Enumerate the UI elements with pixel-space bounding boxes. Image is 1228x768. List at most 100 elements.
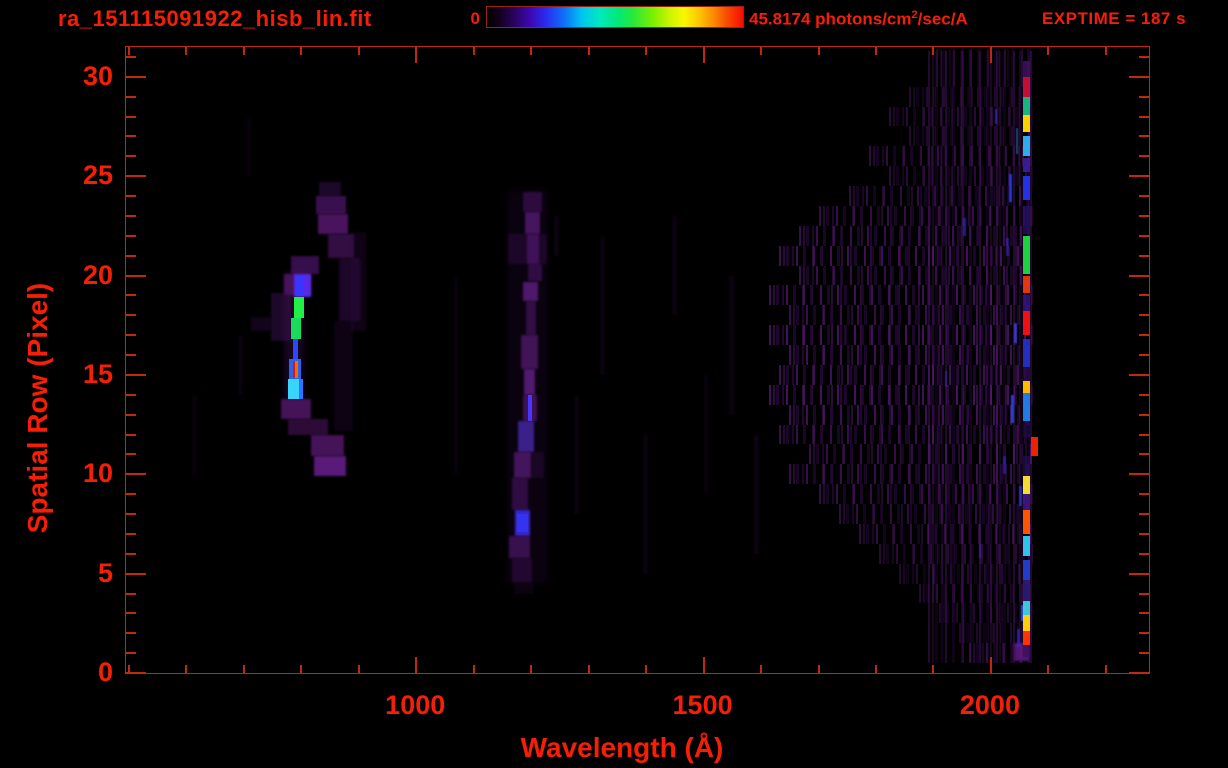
y-axis-tick — [1129, 572, 1149, 575]
colorbar-max-prefix: 45.8174 photons/cm — [749, 9, 912, 29]
y-axis-tick — [126, 314, 136, 317]
noise-strip — [909, 86, 1034, 107]
lya-stripe-block — [517, 420, 535, 453]
plot-area — [125, 46, 1150, 674]
blue-strand — [1011, 394, 1015, 423]
exptime-label: EXPTIME = 187 s — [1042, 9, 1187, 28]
x-axis-tick — [530, 47, 533, 55]
blue-strand — [944, 370, 947, 387]
x-axis-tick — [1104, 665, 1107, 673]
y-axis-tick — [1139, 453, 1149, 456]
noise-strip — [898, 563, 1034, 584]
x-axis-tick — [645, 47, 648, 55]
y-axis-tick — [126, 234, 136, 237]
purple-blob — [290, 255, 320, 274]
x-tick-label: 1500 — [672, 690, 733, 720]
noise-strip — [769, 285, 1034, 306]
purple-blob — [313, 456, 347, 477]
y-axis-tick — [126, 433, 136, 436]
y-axis-tick — [126, 672, 146, 674]
edge-column-segment — [1023, 380, 1031, 393]
faint-wisp — [453, 275, 459, 475]
blue-strand — [1005, 237, 1009, 256]
y-axis-tick — [1129, 373, 1149, 376]
noise-strip — [919, 583, 1034, 604]
y-axis-tick — [1139, 155, 1149, 158]
y-axis-tick — [126, 513, 136, 516]
x-axis-tick — [357, 47, 360, 55]
y-axis-tick — [1129, 175, 1149, 178]
y-tick-label: 20 — [82, 259, 113, 290]
noise-strip — [778, 245, 1034, 266]
y-axis-tick — [126, 214, 136, 217]
y-tick-label: 15 — [82, 358, 113, 389]
y-axis-tick — [1139, 652, 1149, 655]
faint-wisp — [238, 335, 243, 395]
lya-stripe-block — [525, 211, 541, 234]
noise-strip — [939, 603, 1034, 624]
x-axis-tick — [300, 665, 303, 673]
noise-strip — [909, 126, 1034, 147]
edge-column-segment — [1023, 366, 1031, 381]
edge-column-segment — [1023, 392, 1031, 421]
lya-stripe-block — [511, 557, 533, 582]
noise-strip — [769, 325, 1034, 346]
x-axis-tick — [760, 665, 763, 673]
blue-strand — [1020, 605, 1024, 622]
y-axis-tick — [1139, 532, 1149, 535]
y-axis-tick — [1139, 55, 1149, 58]
y-axis-tick — [1139, 393, 1149, 396]
emission-line-segment — [296, 275, 305, 297]
edge-column-segment — [1023, 420, 1031, 437]
edge-column-segment — [1023, 559, 1031, 580]
y-axis-tick — [1129, 75, 1149, 78]
faint-wisp — [554, 215, 559, 256]
edge-column-segment — [1023, 205, 1031, 234]
emission-line-segment — [293, 360, 295, 378]
noise-strip — [927, 50, 1033, 664]
lya-stripe-block — [523, 281, 539, 302]
y-axis-tick — [126, 552, 136, 555]
y-axis-tick — [1139, 314, 1149, 317]
noise-strip — [788, 464, 1034, 485]
y-axis-tick — [1139, 334, 1149, 337]
heatmap-image[interactable] — [126, 47, 1149, 673]
noise-strip — [889, 166, 1034, 187]
x-axis-tick — [300, 47, 303, 55]
x-axis-tick — [357, 665, 360, 673]
noise-strip — [808, 444, 1034, 465]
edge-column-segment — [1023, 510, 1031, 534]
x-axis-tick — [645, 665, 648, 673]
purple-blob — [350, 231, 366, 332]
y-axis-tick — [1139, 612, 1149, 615]
purple-blob — [334, 321, 353, 431]
y-tick-label: 5 — [97, 557, 113, 588]
noise-strip — [818, 205, 1034, 226]
x-axis-tick — [127, 665, 130, 673]
emission-line-segment — [292, 339, 298, 359]
purple-blob — [338, 257, 361, 322]
noise-strip — [788, 345, 1034, 365]
purple-blob — [270, 293, 291, 342]
y-axis-tick — [126, 453, 136, 456]
y-axis-tick — [126, 294, 136, 297]
x-axis-tick — [127, 47, 130, 55]
y-axis-tick — [126, 413, 136, 416]
x-axis-tick — [1104, 47, 1107, 55]
y-axis-tick — [1139, 294, 1149, 297]
edge-column-segment — [1023, 60, 1031, 77]
x-axis-tick — [932, 47, 935, 55]
edge-column-segment — [1023, 96, 1031, 115]
x-axis-tick — [702, 47, 705, 63]
blue-strand — [1019, 486, 1023, 507]
edge-column-segment — [1023, 176, 1031, 201]
x-axis-tick — [875, 47, 877, 55]
blue-strand — [994, 108, 997, 125]
noise-strip — [858, 523, 1034, 544]
noise-strip — [788, 305, 1034, 326]
x-tick-label: 1000 — [385, 690, 446, 720]
edge-column-segment — [1023, 615, 1031, 632]
x-tick-label: 2000 — [959, 690, 1020, 720]
y-axis-tick — [1139, 493, 1149, 496]
x-axis-tick — [472, 47, 475, 55]
